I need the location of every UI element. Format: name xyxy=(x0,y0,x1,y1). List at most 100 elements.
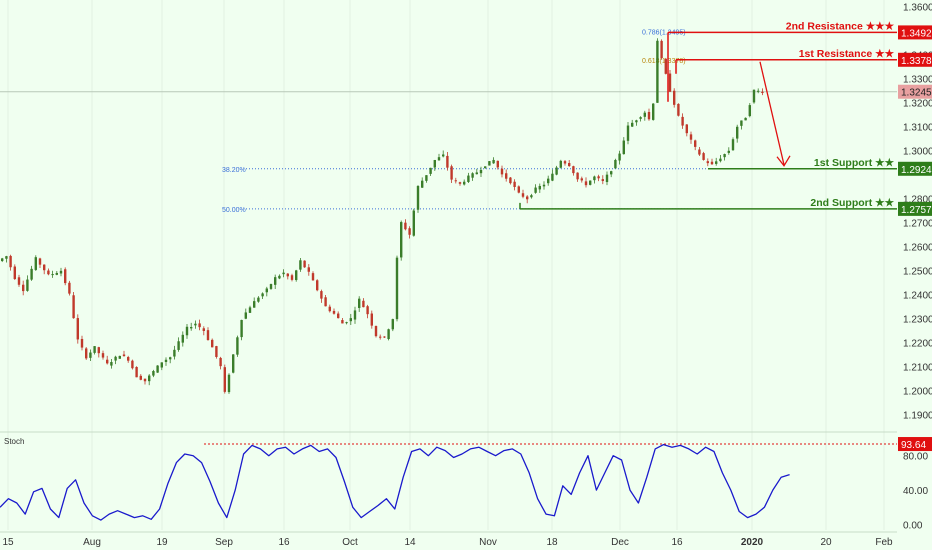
candle-down xyxy=(584,181,588,186)
y-tick-label: 1.2600 xyxy=(903,243,932,254)
candle-down xyxy=(572,166,575,174)
candle-down xyxy=(80,338,84,348)
candle-down xyxy=(685,124,688,134)
candle-up xyxy=(559,160,562,168)
support-2-value: 1.2757 xyxy=(901,205,932,216)
candle-down xyxy=(341,320,344,324)
arrow-shaft xyxy=(759,61,785,165)
candle-up xyxy=(349,318,352,322)
candle-down xyxy=(328,306,331,312)
candle-down xyxy=(710,161,714,165)
fibonacci-levels: 38.20% 50.00% 0.786(1.3495) 0.618(1.3378) xyxy=(0,30,897,214)
candle-up xyxy=(635,120,638,123)
candle-up xyxy=(425,175,428,181)
candle-up xyxy=(253,301,256,308)
candle-down xyxy=(647,111,651,120)
support-resistance-lines xyxy=(519,31,897,210)
candle-up xyxy=(345,322,348,324)
candle-up xyxy=(118,355,121,359)
candle-up xyxy=(593,176,596,181)
candle-up xyxy=(715,161,718,164)
resistance-1-label: 1st Resistance ★★ xyxy=(799,48,895,60)
candle-up xyxy=(299,260,302,270)
support-1-label: 1st Support ★★ xyxy=(814,157,895,169)
candle-up xyxy=(164,359,168,362)
candle-up xyxy=(148,375,151,382)
candle-down xyxy=(366,306,369,315)
x-tick-label: 16 xyxy=(671,537,683,548)
candle-up xyxy=(30,268,33,280)
candle-up xyxy=(51,274,54,276)
candle-up xyxy=(89,352,92,358)
resistance-2-value: 1.3492 xyxy=(901,28,932,39)
candle-down xyxy=(38,258,42,265)
candle-up xyxy=(421,180,424,188)
candle-down xyxy=(286,273,289,277)
candle-up xyxy=(232,354,235,373)
grid-lines xyxy=(7,0,885,530)
candle-down xyxy=(702,153,705,160)
candle-down xyxy=(597,176,600,179)
candle-up xyxy=(437,157,441,161)
candle-up xyxy=(181,334,184,343)
candle-up xyxy=(605,174,609,183)
candle-down xyxy=(694,140,697,147)
candle-up xyxy=(26,279,29,291)
candle-down xyxy=(316,280,319,291)
y-tick-label: 1.3000 xyxy=(903,147,932,158)
y-tick-label: 1.2300 xyxy=(903,315,932,326)
candle-up xyxy=(173,349,176,357)
candle-down xyxy=(97,347,100,354)
resistance-2-label: 2nd Resistance ★★★ xyxy=(786,20,895,32)
candle-down xyxy=(404,222,407,230)
candle-down xyxy=(496,160,499,168)
candle-down xyxy=(446,155,449,168)
candle-up xyxy=(236,337,239,355)
candle-down xyxy=(72,295,75,319)
candle-down xyxy=(13,266,16,280)
candle-down xyxy=(324,297,327,307)
candle-down xyxy=(9,255,12,268)
candle-up xyxy=(736,126,739,139)
candle-up xyxy=(416,185,420,210)
candle-down xyxy=(22,284,25,292)
candle-down xyxy=(673,90,676,105)
candle-down xyxy=(223,367,226,392)
x-tick-label: 14 xyxy=(404,537,416,548)
y-tick-label: 1.3600 xyxy=(903,2,932,13)
candle-down xyxy=(202,328,205,331)
x-tick-label: 18 xyxy=(546,537,558,548)
candle-up xyxy=(547,178,550,184)
candle-up xyxy=(748,105,751,117)
candle-down xyxy=(458,182,462,184)
candle-down xyxy=(664,58,667,74)
candle-down xyxy=(332,310,336,314)
candle-down xyxy=(370,313,373,326)
candle-down xyxy=(337,313,340,319)
candle-up xyxy=(387,329,390,340)
candle-up xyxy=(395,257,399,320)
candle-down xyxy=(135,366,138,378)
candle-up xyxy=(55,272,58,275)
candle-up xyxy=(656,40,659,103)
candle-down xyxy=(101,353,105,358)
candle-down xyxy=(219,357,222,367)
candle-down xyxy=(379,336,382,338)
y-tick-label: 1.2200 xyxy=(903,339,932,350)
candle-down xyxy=(408,228,411,235)
stoch-y-tick-label: 80.00 xyxy=(903,452,928,463)
stoch-y-tick-label: 0.00 xyxy=(903,520,923,531)
candle-up xyxy=(631,122,634,127)
candle-up xyxy=(240,319,243,338)
candle-down xyxy=(311,273,315,281)
candle-up xyxy=(282,272,285,275)
current-price-value: 1.3245 xyxy=(901,88,932,99)
candle-down xyxy=(706,161,709,164)
candle-up xyxy=(248,307,252,313)
candle-down xyxy=(513,181,516,188)
arrow-head xyxy=(776,155,791,167)
support-1-value: 1.2924 xyxy=(901,165,932,176)
candle-up xyxy=(429,167,432,174)
candle-up xyxy=(740,120,743,126)
candle-up xyxy=(463,181,466,185)
